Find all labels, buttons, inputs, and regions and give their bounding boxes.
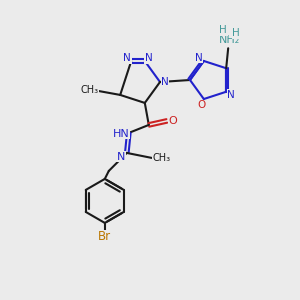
Text: H: H <box>232 28 240 38</box>
Text: N: N <box>145 53 153 63</box>
Text: CH₃: CH₃ <box>80 85 98 95</box>
Text: HN: HN <box>112 129 129 139</box>
Text: N: N <box>117 152 125 162</box>
Text: H: H <box>219 25 227 35</box>
Text: N: N <box>161 77 169 87</box>
Text: N: N <box>195 53 203 63</box>
Text: NH₂: NH₂ <box>219 35 240 45</box>
Text: N: N <box>227 90 235 100</box>
Text: O: O <box>168 116 177 126</box>
Text: CH₃: CH₃ <box>153 153 171 163</box>
Text: Br: Br <box>98 230 111 243</box>
Text: N: N <box>123 53 131 63</box>
Text: O: O <box>198 100 206 110</box>
